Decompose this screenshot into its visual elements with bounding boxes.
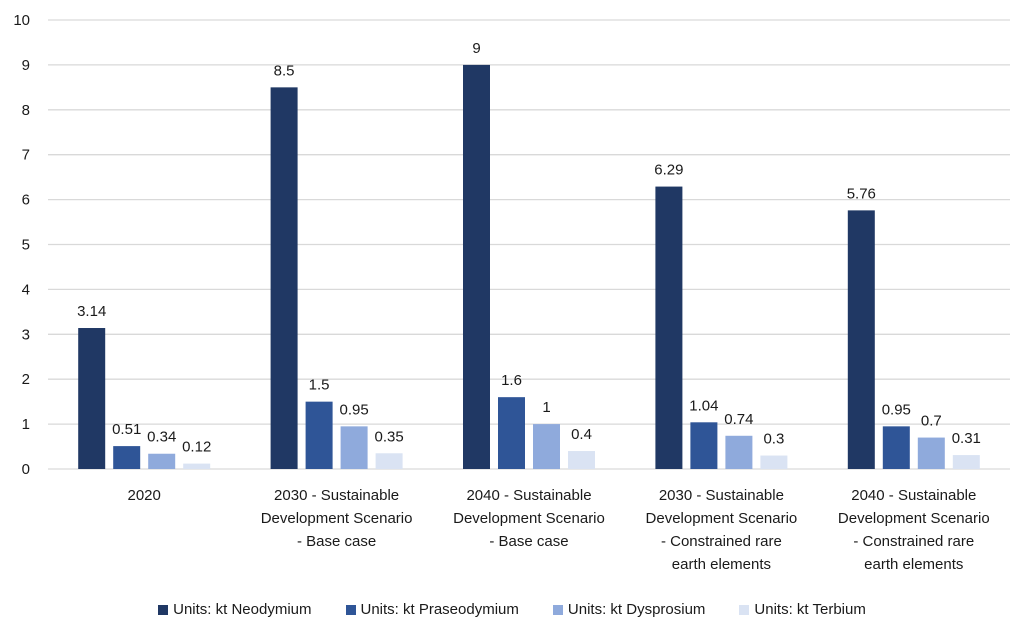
data-label: 0.12 <box>182 439 211 456</box>
y-tick-label: 2 <box>22 371 30 388</box>
bar <box>917 437 945 469</box>
y-tick-label: 0 <box>22 461 30 478</box>
bar <box>568 451 595 469</box>
data-label: 0.51 <box>112 421 141 438</box>
data-label: 1.6 <box>501 372 522 389</box>
legend-swatch <box>739 604 750 615</box>
bar <box>148 453 176 469</box>
data-label: 0.3 <box>763 431 784 448</box>
data-label: 0.7 <box>921 413 942 430</box>
x-axis: 2020 2030 - Sustainable Development Scenar… <box>128 487 990 573</box>
bar <box>270 87 298 469</box>
data-label: 9 <box>472 40 480 57</box>
y-tick-label: 8 <box>22 102 30 119</box>
y-tick-label: 3 <box>22 326 30 343</box>
data-label: 1 <box>542 399 550 416</box>
legend-label: Units: kt Terbium <box>754 601 866 618</box>
legend-item: Units: kt Praseodymium <box>345 601 519 618</box>
legend-item: Units: kt Neodymium <box>158 601 312 618</box>
bar <box>463 64 490 470</box>
data-label: 0.34 <box>147 429 176 446</box>
x-tick-label: Development Scenario <box>261 510 413 527</box>
legend-label: Units: kt Dysprosium <box>567 601 706 618</box>
data-label: 6.29 <box>654 162 683 179</box>
bar <box>760 455 788 469</box>
y-axis: 0 1 2 3 4 5 6 7 8 9 10 <box>13 12 30 478</box>
x-tick-label: 2040 - Sustainable <box>466 487 591 504</box>
y-tick-label: 1 <box>22 416 30 433</box>
data-label: 5.76 <box>847 185 876 202</box>
bar <box>340 426 368 469</box>
data-label: 3.14 <box>77 303 106 320</box>
bar <box>305 401 333 469</box>
data-label: 1.04 <box>689 397 718 414</box>
bar <box>78 328 106 469</box>
bar <box>533 424 560 469</box>
legend-swatch <box>552 604 563 615</box>
x-tick-label: earth elements <box>864 556 963 573</box>
bar <box>655 186 683 470</box>
y-tick-label: 6 <box>22 192 30 209</box>
x-tick-label: Development Scenario <box>646 510 798 527</box>
bar <box>375 453 403 469</box>
bar <box>183 463 211 469</box>
y-tick-label: 7 <box>22 147 30 164</box>
x-tick-label: - Constrained rare <box>853 533 974 550</box>
bar <box>882 426 910 469</box>
legend-swatch <box>158 604 169 615</box>
bar <box>725 435 753 469</box>
y-tick-label: 5 <box>22 237 30 254</box>
bars <box>78 64 980 470</box>
x-tick-label: 2020 <box>128 487 161 504</box>
data-label: 0.4 <box>571 426 592 443</box>
y-tick-label: 9 <box>22 57 30 74</box>
legend-label: Units: kt Neodymium <box>173 601 312 618</box>
legend-item: Units: kt Dysprosium <box>552 601 706 618</box>
data-label: 0.35 <box>374 428 403 445</box>
data-label: 1.5 <box>309 377 330 394</box>
data-label: 0.95 <box>339 401 368 418</box>
data-labels: 3.14 0.51 0.34 0.12 8.5 1.5 0.95 0.35 9 1.6 1 0.4 6.… <box>77 40 981 456</box>
x-tick-label: - Base case <box>489 533 568 550</box>
bar <box>690 422 718 469</box>
y-tick-label: 4 <box>22 281 30 298</box>
x-tick-label: - Constrained rare <box>661 533 782 550</box>
data-label: 0.74 <box>724 411 753 428</box>
y-tick-label: 10 <box>13 12 30 29</box>
legend-swatch <box>345 604 356 615</box>
bar <box>847 210 875 469</box>
bar <box>113 446 141 469</box>
x-tick-label: earth elements <box>672 556 771 573</box>
x-tick-label: Development Scenario <box>453 510 605 527</box>
data-label: 0.31 <box>952 430 981 447</box>
data-label: 8.5 <box>274 62 295 79</box>
legend: Units: kt Neodymium Units: kt Praseodymiu… <box>0 601 1024 618</box>
legend-label: Units: kt Praseodymium <box>360 601 519 618</box>
x-tick-label: Development Scenario <box>838 510 990 527</box>
x-tick-label: 2030 - Sustainable <box>274 487 399 504</box>
x-tick-label: 2040 - Sustainable <box>851 487 976 504</box>
x-tick-label: - Base case <box>297 533 376 550</box>
bar <box>498 397 525 469</box>
legend-item: Units: kt Terbium <box>739 601 866 618</box>
gridlines <box>48 19 1010 470</box>
x-tick-label: 2030 - Sustainable <box>659 487 784 504</box>
bar <box>952 455 980 469</box>
data-label: 0.95 <box>882 401 911 418</box>
